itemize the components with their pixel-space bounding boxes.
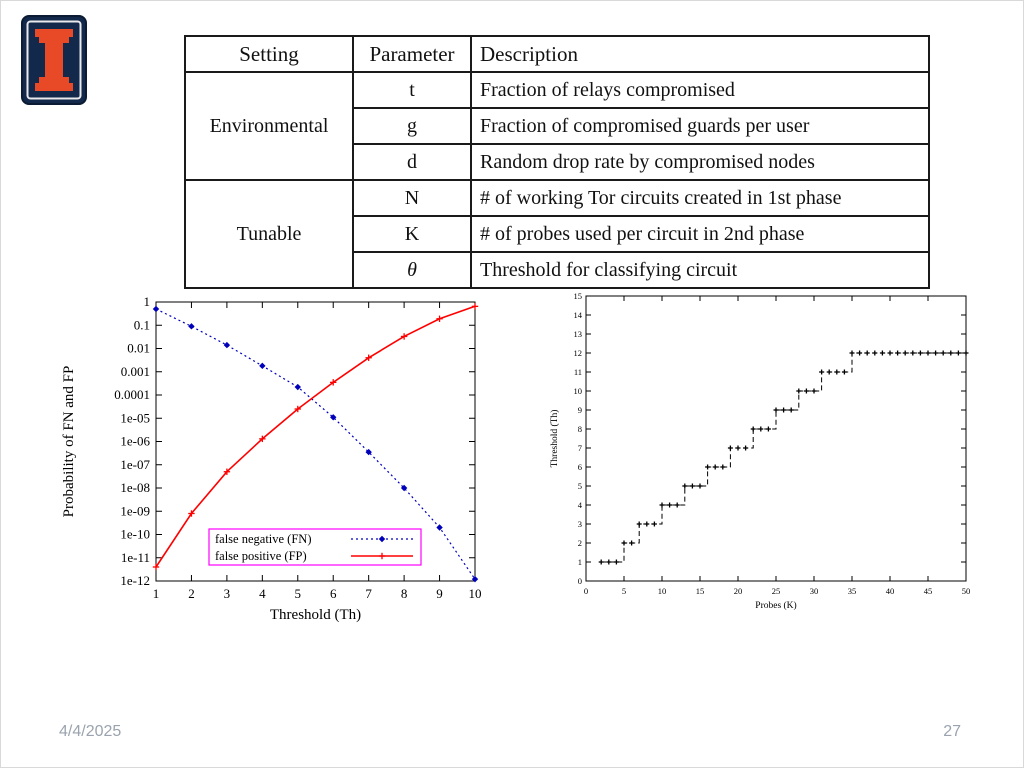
threshold-vs-probes-chart: 0 1 2 3 4 5 6 7 8 9 10 11 12 13 14 15 0 5 10 15 20 25 30 35 40 45…	[541, 289, 981, 619]
svg-text:9: 9	[578, 405, 582, 415]
table-header-row: Setting Parameter Description	[184, 35, 930, 73]
table-row: K # of probes used per circuit in 2nd ph…	[185, 215, 930, 253]
svg-text:15: 15	[696, 586, 705, 596]
svg-text:11: 11	[574, 367, 582, 377]
svg-text:false positive (FP): false positive (FP)	[215, 549, 307, 563]
svg-text:Probes (K): Probes (K)	[755, 600, 796, 611]
table-row: Environmental t Fraction of relays compr…	[184, 71, 930, 181]
svg-text:3: 3	[578, 519, 582, 529]
svg-text:8: 8	[401, 586, 408, 601]
col-header-setting: Setting	[184, 35, 354, 73]
setting-environmental: Environmental	[184, 71, 354, 181]
svg-text:5: 5	[295, 586, 302, 601]
fn-fp-probability-chart: 1 0.1 0.01 0.001 0.0001 1e-05 1e-06 1e-07 1e-08 1…	[51, 289, 482, 634]
table-row: d Random drop rate by compromised nodes	[185, 143, 930, 181]
param-d: d	[352, 143, 472, 181]
svg-text:5: 5	[622, 586, 626, 596]
slide-page-number: 27	[943, 723, 961, 740]
svg-text:1e-06: 1e-06	[120, 434, 150, 449]
svg-text:1e-05: 1e-05	[120, 410, 150, 425]
svg-text:15: 15	[574, 291, 583, 301]
svg-text:1: 1	[144, 294, 151, 309]
svg-text:false negative (FN): false negative (FN)	[215, 532, 312, 546]
svg-text:12: 12	[574, 348, 583, 358]
svg-text:6: 6	[330, 586, 337, 601]
param-g: g	[352, 107, 472, 145]
svg-text:50: 50	[962, 586, 971, 596]
desc-K: # of probes used per circuit in 2nd phas…	[470, 215, 930, 253]
block-i-column-icon	[21, 15, 87, 105]
param-N: N	[352, 179, 472, 217]
setting-tunable: Tunable	[184, 179, 354, 289]
svg-text:25: 25	[772, 586, 781, 596]
desc-d: Random drop rate by compromised nodes	[470, 143, 930, 181]
svg-text:9: 9	[436, 586, 443, 601]
svg-text:5: 5	[578, 481, 582, 491]
fn-fp-chart-canvas: 1 0.1 0.01 0.001 0.0001 1e-05 1e-06 1e-07 1e-08 1…	[61, 294, 482, 623]
svg-text:30: 30	[810, 586, 819, 596]
svg-text:0.1: 0.1	[134, 317, 150, 332]
desc-g: Fraction of compromised guards per user	[470, 107, 930, 145]
svg-text:10: 10	[574, 386, 583, 396]
slide-date: 4/4/2025	[59, 723, 122, 740]
svg-text:1e-11: 1e-11	[121, 550, 150, 565]
svg-text:1e-07: 1e-07	[120, 457, 150, 472]
svg-text:14: 14	[574, 310, 583, 320]
svg-text:1: 1	[153, 586, 160, 601]
desc-theta: Threshold for classifying circuit	[470, 251, 930, 289]
svg-text:0.0001: 0.0001	[114, 387, 150, 402]
svg-text:1e-09: 1e-09	[120, 503, 150, 518]
svg-text:2: 2	[578, 538, 582, 548]
col-header-parameter: Parameter	[352, 35, 472, 73]
svg-text:45: 45	[924, 586, 933, 596]
svg-text:35: 35	[848, 586, 857, 596]
desc-N: # of working Tor circuits created in 1st…	[470, 179, 930, 217]
table-row: Tunable N # of working Tor circuits crea…	[184, 179, 930, 289]
param-K: K	[352, 215, 472, 253]
svg-text:10: 10	[658, 586, 667, 596]
svg-text:1e-10: 1e-10	[120, 527, 150, 542]
svg-text:4: 4	[259, 586, 266, 601]
svg-text:0: 0	[584, 586, 588, 596]
svg-text:0.001: 0.001	[121, 364, 150, 379]
svg-text:Probability of FN and FP: Probability of FN and FP	[61, 366, 77, 518]
university-logo	[21, 15, 87, 105]
svg-text:7: 7	[578, 443, 582, 453]
svg-text:40: 40	[886, 586, 895, 596]
svg-text:6: 6	[578, 462, 582, 472]
svg-text:4: 4	[578, 500, 583, 510]
svg-text:20: 20	[734, 586, 743, 596]
svg-text:1e-08: 1e-08	[120, 480, 150, 495]
desc-t: Fraction of relays compromised	[470, 71, 930, 109]
svg-text:8: 8	[578, 424, 582, 434]
parameters-table: Setting Parameter Description Environmen…	[184, 35, 930, 289]
svg-text:7: 7	[365, 586, 372, 601]
table-row: θ Threshold for classifying circuit	[185, 251, 930, 289]
param-t: t	[352, 71, 472, 109]
svg-text:13: 13	[574, 329, 583, 339]
svg-text:0: 0	[578, 576, 582, 586]
svg-text:1: 1	[578, 557, 582, 567]
table-row: g Fraction of compromised guards per use…	[185, 107, 930, 145]
svg-text:Threshold (Th): Threshold (Th)	[549, 410, 560, 468]
param-theta: θ	[352, 251, 472, 289]
svg-text:10: 10	[469, 586, 482, 601]
svg-text:3: 3	[224, 586, 231, 601]
col-header-description: Description	[470, 35, 930, 73]
svg-text:1e-12: 1e-12	[120, 573, 150, 588]
svg-text:0.01: 0.01	[127, 341, 150, 356]
svg-text:Threshold (Th): Threshold (Th)	[270, 607, 361, 623]
svg-text:2: 2	[188, 586, 195, 601]
